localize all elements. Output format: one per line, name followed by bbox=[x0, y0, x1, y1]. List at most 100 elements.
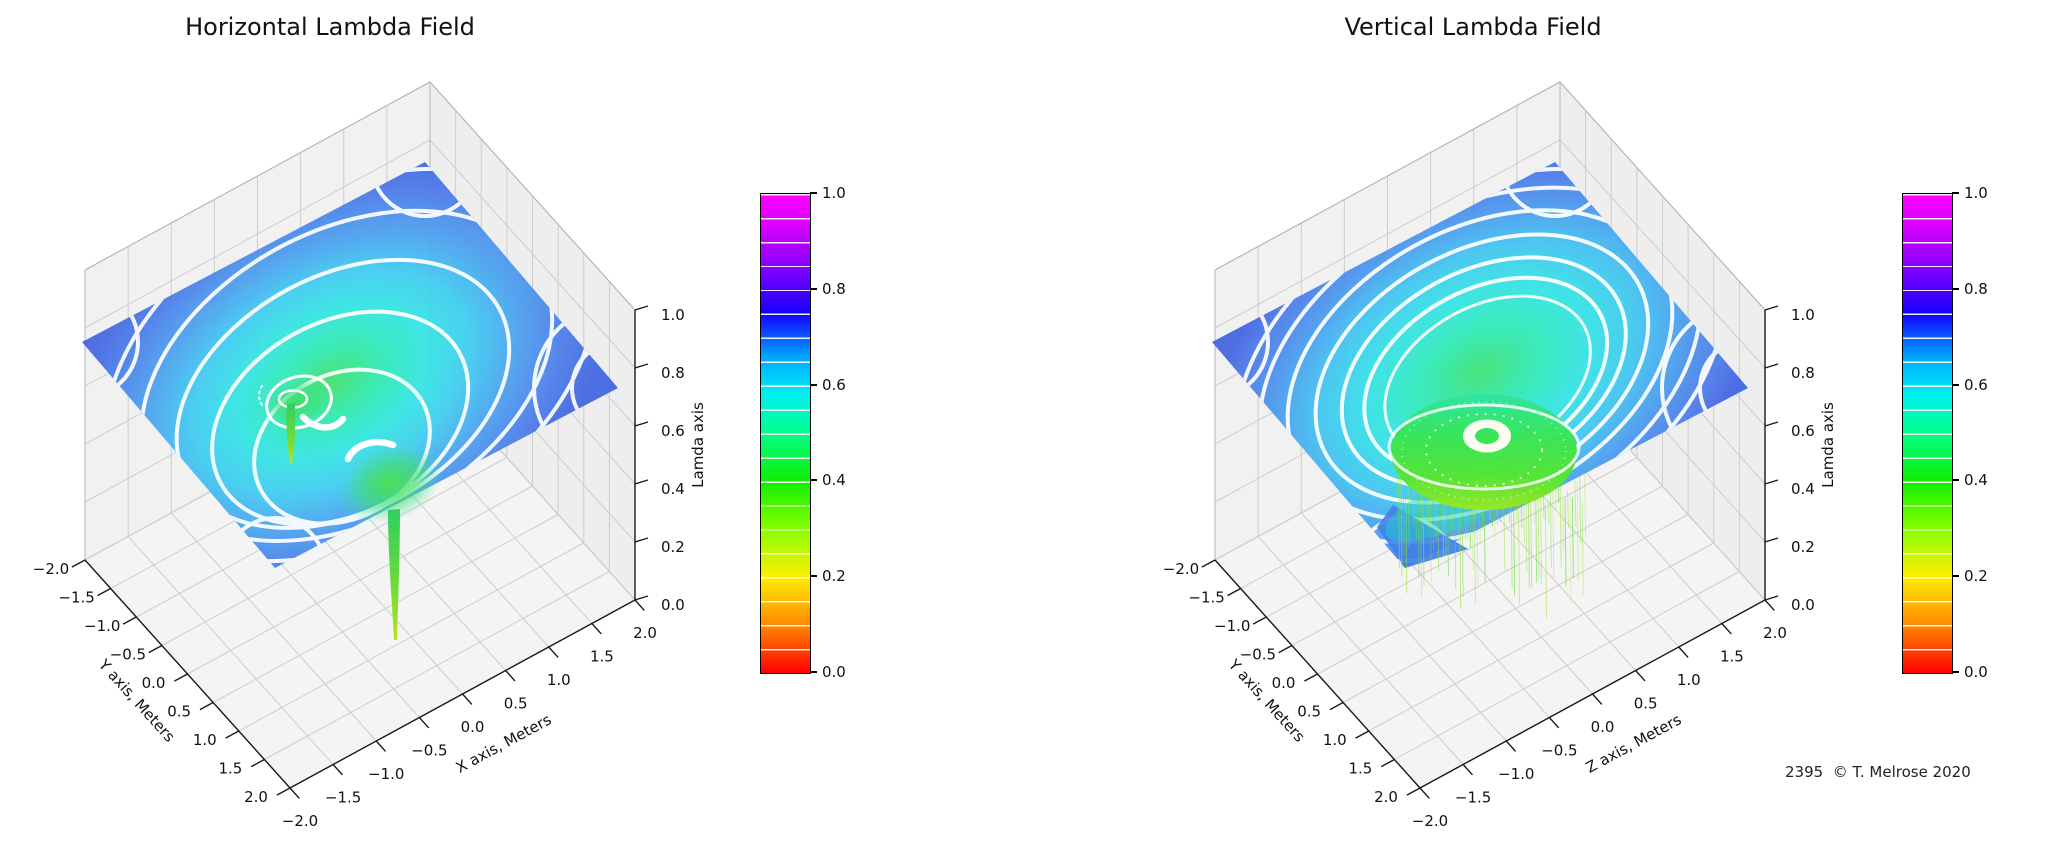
colorbar-tick-mark bbox=[1952, 575, 1959, 578]
grid-line bbox=[238, 542, 584, 732]
colorbar-tick-mark bbox=[810, 383, 817, 386]
grid-line bbox=[84, 139, 431, 329]
tick-mark bbox=[1721, 623, 1732, 635]
grid-line bbox=[1559, 139, 1766, 369]
y-tick-label: 1.0 bbox=[1323, 731, 1347, 749]
funnel-spike bbox=[388, 509, 400, 640]
grid-line bbox=[264, 571, 610, 760]
x-tick-label: 1.0 bbox=[547, 671, 571, 689]
filament-line bbox=[1547, 499, 1550, 524]
filament-line bbox=[1483, 499, 1486, 582]
filament-line bbox=[1400, 475, 1403, 576]
tick-mark bbox=[122, 616, 137, 625]
filament-line bbox=[1456, 503, 1459, 542]
x-tick-label: −1.5 bbox=[325, 789, 361, 807]
colorbar-tick-mark bbox=[810, 575, 817, 578]
x-tick-label: 0.0 bbox=[1591, 718, 1615, 736]
sink-glow bbox=[337, 442, 443, 524]
tick-mark bbox=[1227, 587, 1241, 597]
y-axis-label-horizontal: Y axis, Meters bbox=[94, 655, 178, 746]
z-tick-label: 1.0 bbox=[1791, 306, 1815, 324]
x-tick-label: −0.5 bbox=[411, 742, 447, 760]
filament-line bbox=[1537, 496, 1540, 580]
z-tick-label: 0.8 bbox=[1791, 364, 1815, 382]
x-tick-label: 1.0 bbox=[1677, 671, 1701, 689]
tick-mark bbox=[634, 595, 649, 601]
y-axis-label-vertical: Y axis, Meters bbox=[1224, 655, 1308, 746]
filament-line bbox=[1407, 488, 1410, 548]
tick-mark bbox=[1303, 673, 1318, 682]
colorbar-tick-label: 0.6 bbox=[1964, 375, 1988, 394]
corner-contour-arcs bbox=[82, 162, 618, 568]
y-tick-label: 0.0 bbox=[142, 674, 166, 692]
sink-contours bbox=[258, 374, 397, 463]
filament-line bbox=[1415, 489, 1418, 541]
y-tick-label: −2.0 bbox=[33, 560, 69, 578]
filament-line bbox=[1454, 502, 1457, 589]
x-tick-label: 2.0 bbox=[633, 624, 657, 642]
tick-mark bbox=[1505, 740, 1517, 752]
colorbar-segment-lines bbox=[761, 194, 810, 673]
filament-line bbox=[1402, 498, 1405, 556]
tick-mark bbox=[1548, 717, 1560, 729]
z-tick-label: 0.4 bbox=[661, 480, 685, 498]
tick-mark bbox=[1406, 787, 1421, 796]
filament-line bbox=[1564, 498, 1567, 586]
y-tick-label: −1.0 bbox=[1214, 617, 1250, 635]
tick-mark bbox=[199, 701, 214, 711]
y-tick-label: 2.0 bbox=[244, 788, 268, 806]
z-tick-label: 0.6 bbox=[1791, 422, 1815, 440]
funnel-spike bbox=[286, 403, 296, 464]
filament-line bbox=[1574, 480, 1577, 527]
tick-mark bbox=[634, 421, 649, 427]
filament-line bbox=[1405, 495, 1408, 594]
tick-mark bbox=[1462, 764, 1474, 776]
filament-line bbox=[1579, 475, 1582, 544]
colorbar-tick-label: 0.4 bbox=[822, 471, 846, 490]
filament-line bbox=[1461, 496, 1464, 598]
tick-mark bbox=[1419, 787, 1430, 799]
watermark-text: 2395 © T. Melrose 2020 bbox=[1785, 763, 1971, 781]
filament-line bbox=[1412, 491, 1415, 527]
tick-mark bbox=[634, 305, 649, 311]
tick-mark bbox=[1764, 421, 1779, 427]
filament-line bbox=[1437, 493, 1440, 571]
x-tick-label: 1.5 bbox=[1720, 648, 1744, 666]
tick-mark bbox=[548, 646, 559, 658]
plot-title-vertical: Vertical Lambda Field bbox=[1344, 13, 1602, 41]
y-tick-label: 0.5 bbox=[167, 703, 191, 721]
y-tick-label: 1.5 bbox=[1348, 760, 1372, 778]
colorbar-tick-mark bbox=[810, 192, 817, 194]
tick-mark bbox=[250, 758, 265, 768]
tick-mark bbox=[289, 787, 300, 799]
tick-mark bbox=[1764, 363, 1779, 369]
filament-line bbox=[1459, 499, 1462, 609]
y-tick-label: 0.0 bbox=[1272, 674, 1296, 692]
grid-line bbox=[212, 514, 559, 703]
tick-mark bbox=[1764, 305, 1779, 311]
box-edge bbox=[429, 81, 636, 311]
x-tick-label: −1.0 bbox=[1498, 765, 1534, 783]
sink-glow bbox=[262, 376, 332, 430]
y-tick-label: −0.5 bbox=[110, 646, 146, 664]
tick-mark bbox=[1591, 693, 1603, 705]
tick-mark bbox=[1635, 670, 1646, 682]
tick-mark bbox=[1764, 599, 1775, 611]
filament-line bbox=[1397, 474, 1400, 569]
z-tick-label: 0.8 bbox=[661, 364, 685, 382]
filament-line bbox=[1552, 483, 1555, 578]
colorbar-tick-label: 1.0 bbox=[822, 184, 846, 202]
tick-mark bbox=[1252, 616, 1267, 625]
filament-line bbox=[1549, 488, 1552, 568]
x-tick-label: 1.5 bbox=[590, 648, 614, 666]
z-tick-label: 0.4 bbox=[1791, 480, 1815, 498]
y-tick-label: −1.0 bbox=[84, 617, 120, 635]
filament-line bbox=[1571, 497, 1574, 579]
x-tick-label: −2.0 bbox=[1412, 812, 1448, 830]
y-tick-label: 2.0 bbox=[1374, 788, 1398, 806]
filament-line bbox=[1432, 499, 1435, 550]
tick-mark bbox=[1764, 479, 1779, 485]
filament-line bbox=[1559, 485, 1562, 568]
